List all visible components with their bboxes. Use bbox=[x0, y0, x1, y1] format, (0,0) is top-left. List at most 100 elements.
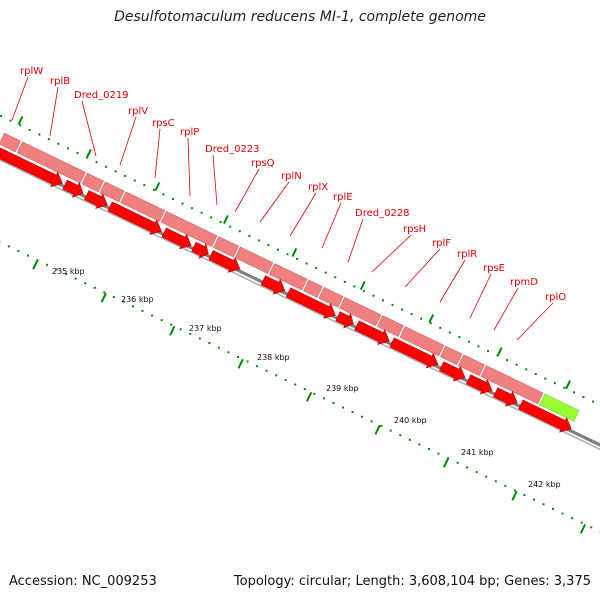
tick-dot bbox=[525, 368, 528, 371]
major-tick bbox=[169, 325, 176, 336]
tick-dot bbox=[313, 392, 316, 395]
tick-dot bbox=[152, 188, 155, 191]
forward-gene-block bbox=[303, 279, 323, 298]
tick-dot bbox=[504, 484, 507, 487]
gene-label: rpmD bbox=[510, 277, 538, 288]
tick-dot bbox=[28, 128, 31, 131]
tick-dot bbox=[0, 115, 3, 118]
tick-dot bbox=[160, 319, 163, 322]
reverse-gene-arrow bbox=[335, 311, 354, 329]
reverse-gene-arrow bbox=[493, 387, 518, 407]
tick-dot bbox=[229, 225, 232, 228]
forward-gene-block bbox=[0, 132, 21, 153]
tick-dot bbox=[191, 207, 194, 210]
forward-gene-block bbox=[81, 172, 104, 193]
backbone-line bbox=[0, 159, 600, 451]
forward-gene-block bbox=[377, 315, 404, 337]
tick-dot bbox=[552, 507, 555, 510]
tick-dot bbox=[362, 290, 365, 293]
tick-dot bbox=[65, 273, 68, 276]
tick-dot bbox=[322, 397, 325, 400]
major-tick bbox=[428, 314, 435, 324]
reverse-gene-arrow bbox=[465, 374, 493, 395]
leader-line bbox=[11, 76, 29, 121]
tick-dot bbox=[76, 151, 79, 154]
leader-line bbox=[212, 154, 218, 206]
leader-line bbox=[469, 273, 492, 319]
leader-line bbox=[321, 202, 342, 249]
major-tick bbox=[32, 259, 39, 270]
tick-dot bbox=[57, 142, 60, 145]
gene-label: rpsQ bbox=[251, 158, 275, 169]
kbp-label: 238 kbp bbox=[257, 353, 290, 362]
tick-dot bbox=[210, 216, 213, 219]
tick-dot bbox=[141, 309, 144, 312]
tick-dot bbox=[475, 471, 478, 474]
leader-line bbox=[234, 168, 260, 213]
major-tick bbox=[496, 347, 503, 357]
reverse-gene-arrow bbox=[285, 287, 336, 319]
tick-dot bbox=[151, 314, 154, 317]
label-leaders bbox=[11, 76, 554, 341]
kbp-label: 235 kbp bbox=[52, 267, 85, 276]
gene-label: rplE bbox=[333, 192, 353, 203]
tick-dot bbox=[420, 317, 423, 320]
tick-dot bbox=[219, 221, 222, 224]
tick-dot bbox=[542, 503, 545, 506]
reverse-gene-arrow bbox=[161, 227, 192, 250]
forward-gene-block bbox=[16, 141, 86, 184]
tick-dot bbox=[534, 372, 537, 375]
tick-dot bbox=[227, 351, 230, 354]
tick-dot bbox=[143, 184, 146, 187]
tick-dot bbox=[275, 374, 278, 377]
forward-strand-track bbox=[0, 132, 580, 422]
tick-dot bbox=[265, 369, 268, 372]
tick-dot bbox=[427, 448, 430, 451]
tick-dot bbox=[477, 345, 480, 348]
reverse-gene-arrow bbox=[84, 190, 108, 209]
forward-gene-block bbox=[160, 211, 218, 247]
tick-dot bbox=[467, 340, 470, 343]
tick-dot bbox=[553, 382, 556, 385]
tick-dot bbox=[353, 285, 356, 288]
forward-gene-block bbox=[213, 236, 239, 258]
tick-dot bbox=[351, 411, 354, 414]
leader-line bbox=[439, 259, 466, 303]
tick-dot bbox=[208, 342, 211, 345]
tick-dot bbox=[248, 234, 251, 237]
leader-line bbox=[347, 218, 364, 263]
tick-dot bbox=[131, 305, 134, 308]
tick-dot bbox=[200, 211, 203, 214]
tick-dot bbox=[380, 424, 383, 427]
kbp-labels: 235 kbp 236 kbp 237 kbp 238 kbp 239 kbp 240 k… bbox=[52, 267, 561, 489]
forward-gene-block bbox=[99, 181, 125, 203]
tick-dot bbox=[532, 498, 535, 501]
major-tick bbox=[237, 358, 244, 369]
gene-label: rplV bbox=[128, 106, 148, 117]
reverse-gene-arrow bbox=[191, 241, 209, 259]
tick-dot bbox=[19, 124, 22, 127]
gene-label: Dred_0219 bbox=[74, 90, 129, 101]
kbp-label: 236 kbp bbox=[121, 295, 154, 304]
kbp-label: 242 kbp bbox=[528, 480, 561, 489]
major-tick bbox=[579, 523, 587, 534]
reverse-gene-arrow bbox=[354, 320, 390, 345]
tick-dot bbox=[236, 355, 239, 358]
forward-gene-block bbox=[399, 326, 445, 357]
gene-label: rplW bbox=[20, 66, 43, 77]
major-tick bbox=[359, 281, 366, 291]
reverse-gene-arrow bbox=[0, 147, 63, 188]
tick-dot bbox=[46, 263, 49, 266]
gene-label: rpsH bbox=[403, 224, 426, 235]
tick-dot bbox=[179, 328, 182, 331]
tick-dot bbox=[133, 179, 136, 182]
leader-line bbox=[187, 137, 191, 197]
topology-text: Topology: circular; Length: 3,608,104 bp… bbox=[233, 574, 591, 589]
tick-dot bbox=[276, 248, 279, 251]
tick-dot bbox=[170, 323, 173, 326]
leader-line bbox=[289, 192, 317, 237]
forward-gene-block bbox=[234, 246, 274, 274]
reverse-gene-arrow bbox=[438, 361, 466, 382]
gene-label: rplR bbox=[457, 249, 477, 260]
reverse-gene-arrow bbox=[389, 337, 439, 369]
